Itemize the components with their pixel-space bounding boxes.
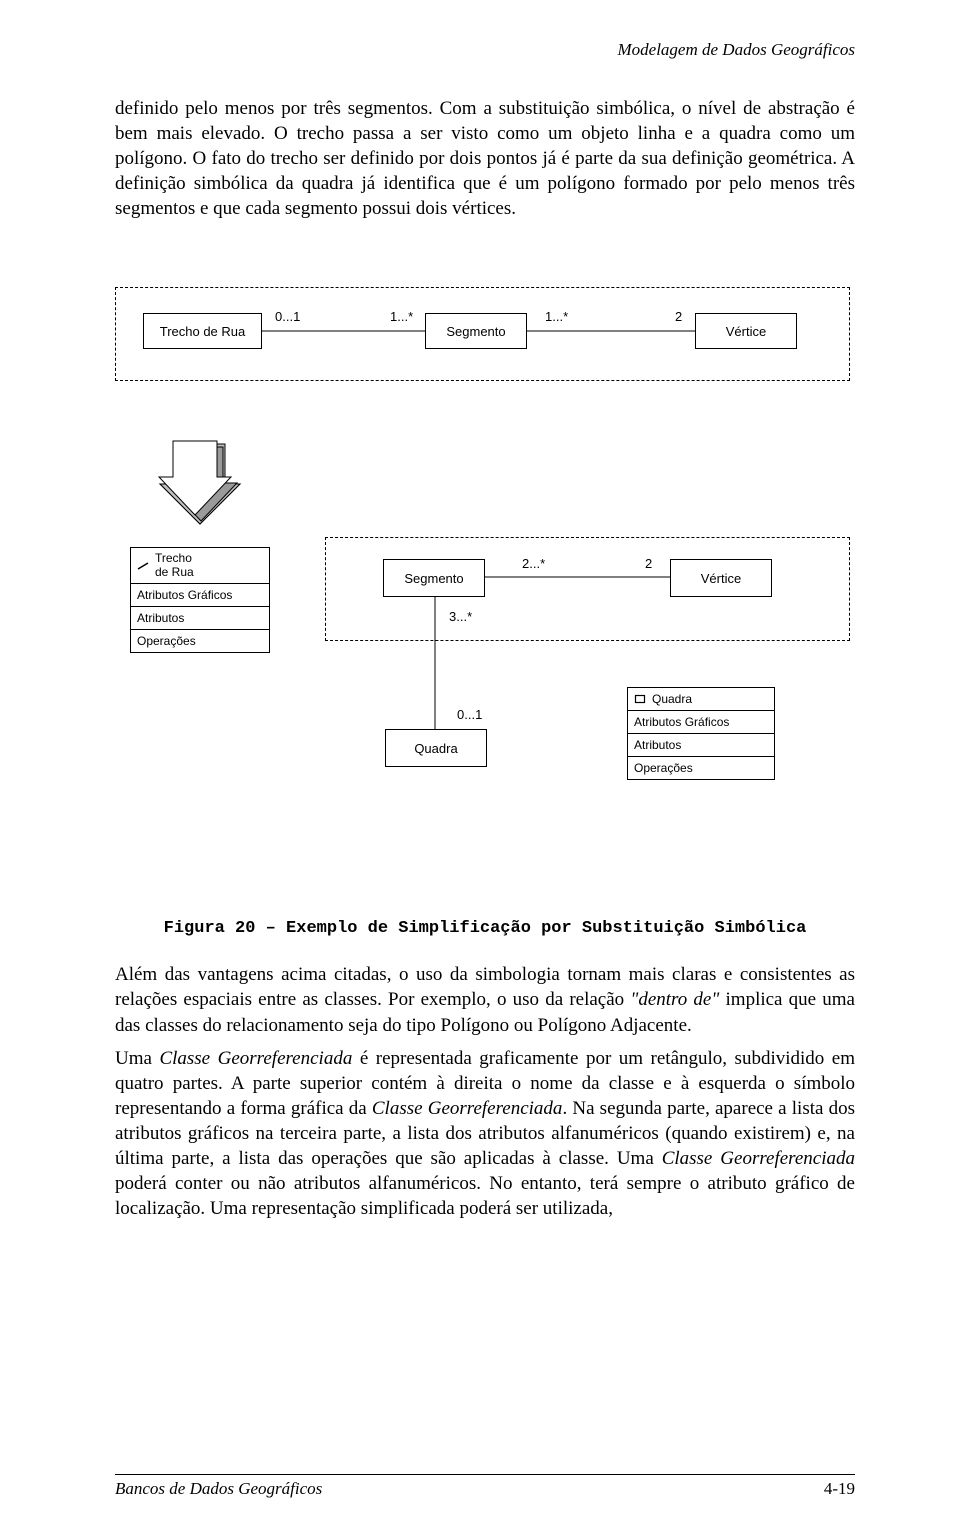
footer-rule [115, 1474, 855, 1475]
box-segmento-bottom: Segmento [383, 559, 485, 597]
line-icon [137, 561, 149, 571]
running-header: Modelagem de Dados Geográficos [115, 40, 855, 60]
class-quadra-r4: Operações [628, 757, 774, 779]
box-vertice-bottom: Vértice [670, 559, 772, 597]
p3-f: Classe Georreferenciada [662, 1148, 855, 1169]
footer-left: Bancos de Dados Geográficos [115, 1479, 322, 1499]
class-quadra-r2: Atributos Gráficos [628, 711, 774, 734]
page-footer: Bancos de Dados Geográficos 4-19 [115, 1474, 855, 1499]
page: Modelagem de Dados Geográficos definido … [0, 0, 960, 1525]
figure-diagram: Trecho de Rua Segmento Vértice 0...1 1..… [115, 269, 855, 879]
class-quadra-r3: Atributos [628, 734, 774, 757]
mult-2-bottom: 2 [643, 556, 654, 571]
mult-2star: 2...* [520, 556, 547, 571]
box-segmento-top: Segmento [425, 313, 527, 349]
p3-d: Classe Georreferenciada [372, 1098, 563, 1119]
figure-caption: Figura 20 – Exemplo de Simplificação por… [115, 919, 855, 938]
paragraph-1: definido pelo menos por três segmentos. … [115, 96, 855, 221]
mult-01: 0...1 [273, 309, 302, 324]
mult-1star-b: 1...* [543, 309, 570, 324]
box-vertice-top: Vértice [695, 313, 797, 349]
class-trecho-r2: Atributos Gráficos [131, 584, 269, 607]
class-quadra: Quadra Atributos Gráficos Atributos Oper… [627, 687, 775, 780]
class-trecho-r3: Atributos [131, 607, 269, 630]
p3-g: poderá conter ou não atributos alfanumér… [115, 1173, 855, 1219]
class-trecho-title2: de Rua [155, 566, 194, 579]
paragraph-3: Uma Classe Georreferenciada é representa… [115, 1046, 855, 1222]
polygon-icon [634, 694, 646, 704]
class-trecho-r4: Operações [131, 630, 269, 652]
box-trecho-de-rua: Trecho de Rua [143, 313, 262, 349]
p3-b: Classe Georreferenciada [159, 1048, 352, 1069]
box-quadra: Quadra [385, 729, 487, 767]
p3-a: Uma [115, 1048, 159, 1069]
class-quadra-title: Quadra [652, 692, 692, 706]
class-trecho-de-rua: Trecho de Rua Atributos Gráficos Atribut… [130, 547, 270, 652]
class-trecho-title-row: Trecho de Rua [131, 548, 269, 583]
mult-1star-a: 1...* [388, 309, 415, 324]
mult-01-bottom: 0...1 [455, 707, 484, 722]
p2-b: "dentro de" [630, 989, 719, 1010]
paragraph-2: Além das vantagens acima citadas, o uso … [115, 962, 855, 1037]
class-trecho-title1: Trecho [155, 552, 194, 565]
mult-2-top: 2 [673, 309, 684, 324]
class-quadra-title-row: Quadra [628, 688, 774, 711]
footer-page-number: 4-19 [824, 1479, 855, 1499]
mult-3star: 3...* [447, 609, 474, 624]
